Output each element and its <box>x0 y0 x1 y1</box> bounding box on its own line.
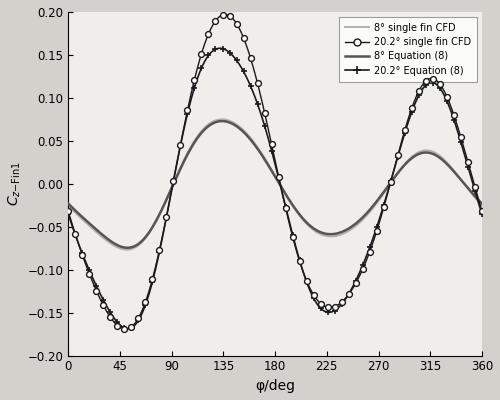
Legend: 8° single fin CFD, 20.2° single fin CFD, 8° Equation (8), 20.2° Equation (8): 8° single fin CFD, 20.2° single fin CFD,… <box>339 17 477 82</box>
X-axis label: φ/deg: φ/deg <box>255 379 295 393</box>
Y-axis label: $C_{z\mathrm{-Fin1}}$: $C_{z\mathrm{-Fin1}}$ <box>7 162 24 206</box>
